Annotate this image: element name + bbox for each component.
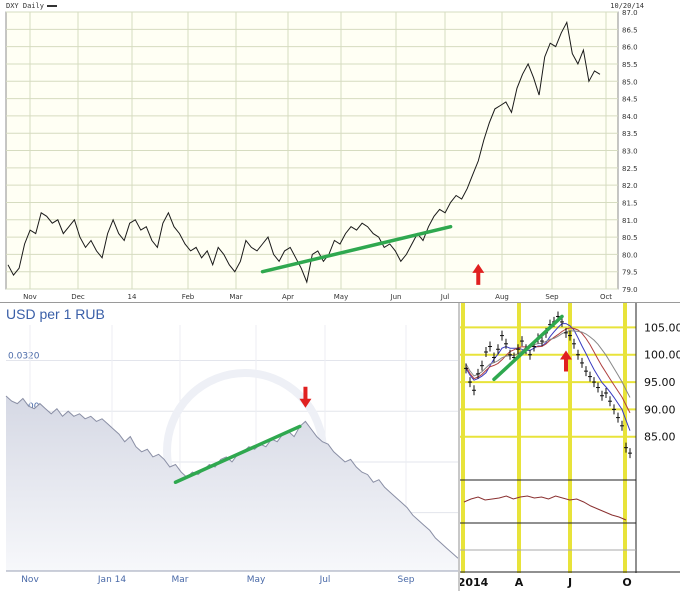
oil-chart-panel: 85.00 90.00 95.00 100.00 105.00 2014 A J O [460,303,680,591]
y-tick-label: 82.0 [622,182,638,190]
panel-divider-horizontal [0,302,680,303]
red-arrow-up-icon [472,263,485,285]
x-tick-label: O [622,576,631,589]
y-tick-label: 79.5 [622,269,638,277]
y-tick-label: 81.5 [622,199,638,207]
trendline [492,314,564,382]
rub-area-fill [6,396,458,571]
year-gridline [517,303,521,573]
dxy-date-label: 10/20/14 [610,2,644,10]
y-tick-label: 85.0 [622,78,638,86]
y-tick-label: 80.5 [622,234,638,242]
x-tick-label: Oct [600,293,612,301]
y-tick-label: 86.5 [622,26,638,34]
x-tick-label: J [567,576,572,589]
y-tick-label: 83.5 [622,130,638,138]
y-tick-label: 84.0 [622,113,638,121]
dxy-title-text: DXY Daily [6,2,44,10]
x-tick-label: Aug [495,293,509,301]
x-tick-label: May [247,575,266,585]
y-tick-label: 90.00 [644,403,676,416]
dxy-chart: Nov Dec 14 Feb Mar Apr May Jun Jul Aug Sep Oct 79.0 7… [5,9,638,301]
y-tick-label: 85.5 [622,61,638,69]
y-tick-label: 87.0 [622,9,638,17]
panel-divider-vertical [458,303,460,591]
x-tick-label: Jul [319,575,331,585]
x-tick-label: Feb [182,293,195,301]
y-tick-label: 86.0 [622,44,638,52]
moving-average-line [465,323,631,431]
y-tick-label: 81.0 [622,217,638,225]
x-tick-label: 2014 [460,576,489,589]
plot-background [460,303,636,573]
dxy-chart-panel: Nov Dec 14 Feb Mar Apr May Jun Jul Aug Sep Oct 79.0 7… [5,2,644,301]
x-tick-label: Jan 14 [97,575,126,585]
year-gridline [568,303,572,573]
trendline [260,224,453,274]
x-tick-label: Sep [545,293,559,301]
indicator-line [463,495,627,521]
legend-line-icon [46,5,57,7]
y-tick-label: 100.00 [644,349,680,362]
y-tick-label: 0.0320 [8,352,40,362]
y-tick-label: 79.0 [622,286,638,294]
rub-chart-title: USD per 1 RUB [6,306,105,322]
oil-chart: 85.00 90.00 95.00 100.00 105.00 2014 A J O [460,303,680,589]
year-gridline [461,303,465,573]
x-tick-label: Jun [390,293,402,301]
x-tick-label: Mar [172,575,189,585]
y-tick-label: 95.00 [644,376,676,389]
x-tick-label: Dec [71,293,85,301]
y-tick-label: 84.5 [622,96,638,104]
red-arrow-up-icon [560,350,572,372]
rub-price-line [5,395,459,559]
x-tick-label: Mar [229,293,242,301]
x-tick-label: Nov [21,575,39,585]
x-tick-label: May [334,293,348,301]
y-tick-label: 105.00 [644,321,680,334]
year-gridline [623,303,627,573]
y-tick-label: 80.0 [622,251,638,259]
dxy-price-line [7,20,601,284]
x-tick-label: A [515,576,524,589]
x-tick-label: Nov [23,293,37,301]
x-tick-label: 14 [128,293,137,301]
red-arrow-down-icon [299,386,312,408]
moving-average-line [465,330,631,398]
dxy-chart-title: DXY Daily [6,2,57,10]
y-tick-label: 82.5 [622,165,638,173]
x-tick-label: Jul [440,293,450,301]
moving-average-line [465,327,631,414]
y-tick-label: 83.0 [622,148,638,156]
y-tick-label: 85.00 [644,431,676,444]
trendline [173,424,302,484]
x-tick-label: Sep [398,575,415,585]
x-tick-label: Apr [282,293,294,301]
